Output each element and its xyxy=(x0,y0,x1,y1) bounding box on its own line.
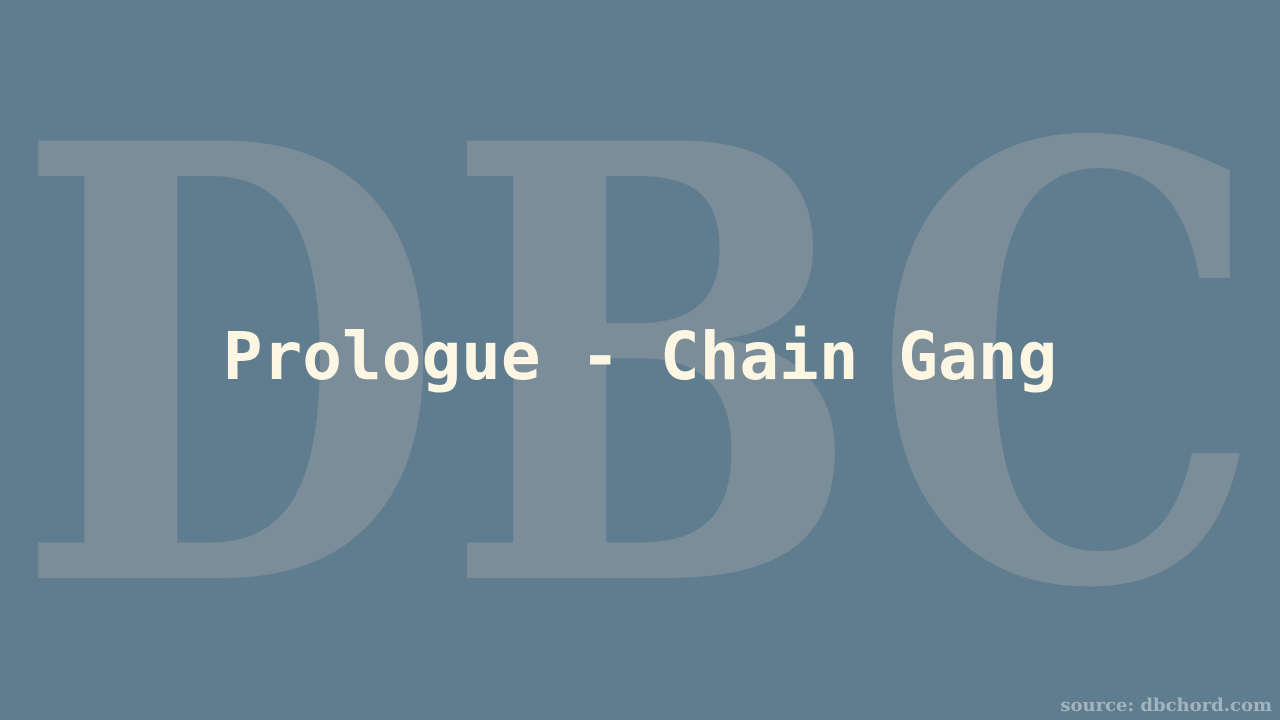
source-credit: source: dbchord.com xyxy=(1060,695,1272,716)
page-title: Prologue - Chain Gang xyxy=(222,318,1058,395)
